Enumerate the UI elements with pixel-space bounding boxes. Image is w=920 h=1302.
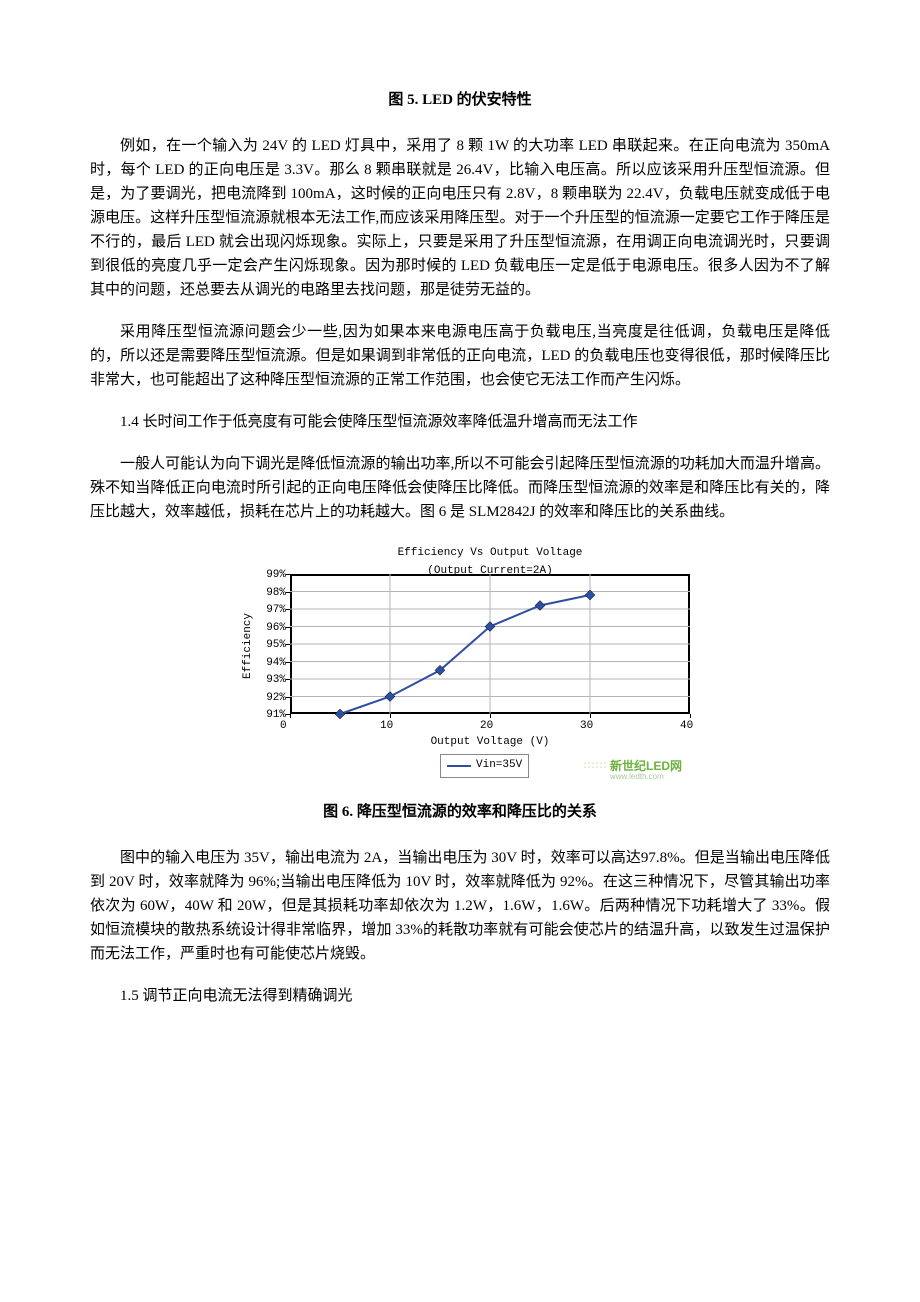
y-axis-label: Efficiency [240, 613, 258, 679]
paragraph-1: 例如，在一个输入为 24V 的 LED 灯具中，采用了 8 颗 1W 的大功率 … [90, 134, 830, 302]
y-tick-label: 99% [266, 567, 286, 585]
paragraph-3: 一般人可能认为向下调光是降低恒流源的输出功率,所以不可能会引起降压型恒流源的功耗… [90, 452, 830, 524]
chart-legend: Vin=35V [440, 754, 529, 778]
chart-marker [335, 709, 345, 719]
x-axis-label: Output Voltage (V) [290, 734, 690, 752]
y-tick-label: 93% [266, 672, 286, 690]
efficiency-chart: Efficiency Vs Output Voltage(Output Curr… [90, 542, 830, 792]
legend-line-icon [447, 765, 471, 767]
watermark-url: www.ledth.com [610, 771, 664, 784]
x-tick-label: 10 [380, 718, 393, 736]
fig6-caption: 图 6. 降压型恒流源的效率和降压比的关系 [90, 800, 830, 824]
y-tick-label: 98% [266, 585, 286, 603]
x-tick-label: 40 [680, 718, 693, 736]
chart-marker [385, 692, 395, 702]
y-tick-label: 95% [266, 637, 286, 655]
fig5-caption: 图 5. LED 的伏安特性 [90, 88, 830, 112]
section-1-4: 1.4 长时间工作于低亮度有可能会使降压型恒流源效率降低温升增高而无法工作 [90, 410, 830, 434]
y-tick-label: 92% [266, 690, 286, 708]
section-1-5: 1.5 调节正向电流无法得到精确调光 [90, 984, 830, 1008]
legend-label: Vin=35V [476, 757, 522, 775]
x-tick-label: 30 [580, 718, 593, 736]
y-tick-label: 96% [266, 620, 286, 638]
x-tick-label: 0 [280, 718, 287, 736]
paragraph-2: 采用降压型恒流源问题会少一些,因为如果本来电源电压高于负载电压,当亮度是往低调，… [90, 320, 830, 392]
watermark-dots-icon: :::::: [582, 759, 606, 775]
paragraph-4: 图中的输入电压为 35V，输出电流为 2A，当输出电压为 30V 时，效率可以高… [90, 846, 830, 966]
x-tick-label: 20 [480, 718, 493, 736]
y-tick-label: 94% [266, 655, 286, 673]
y-tick-label: 97% [266, 602, 286, 620]
